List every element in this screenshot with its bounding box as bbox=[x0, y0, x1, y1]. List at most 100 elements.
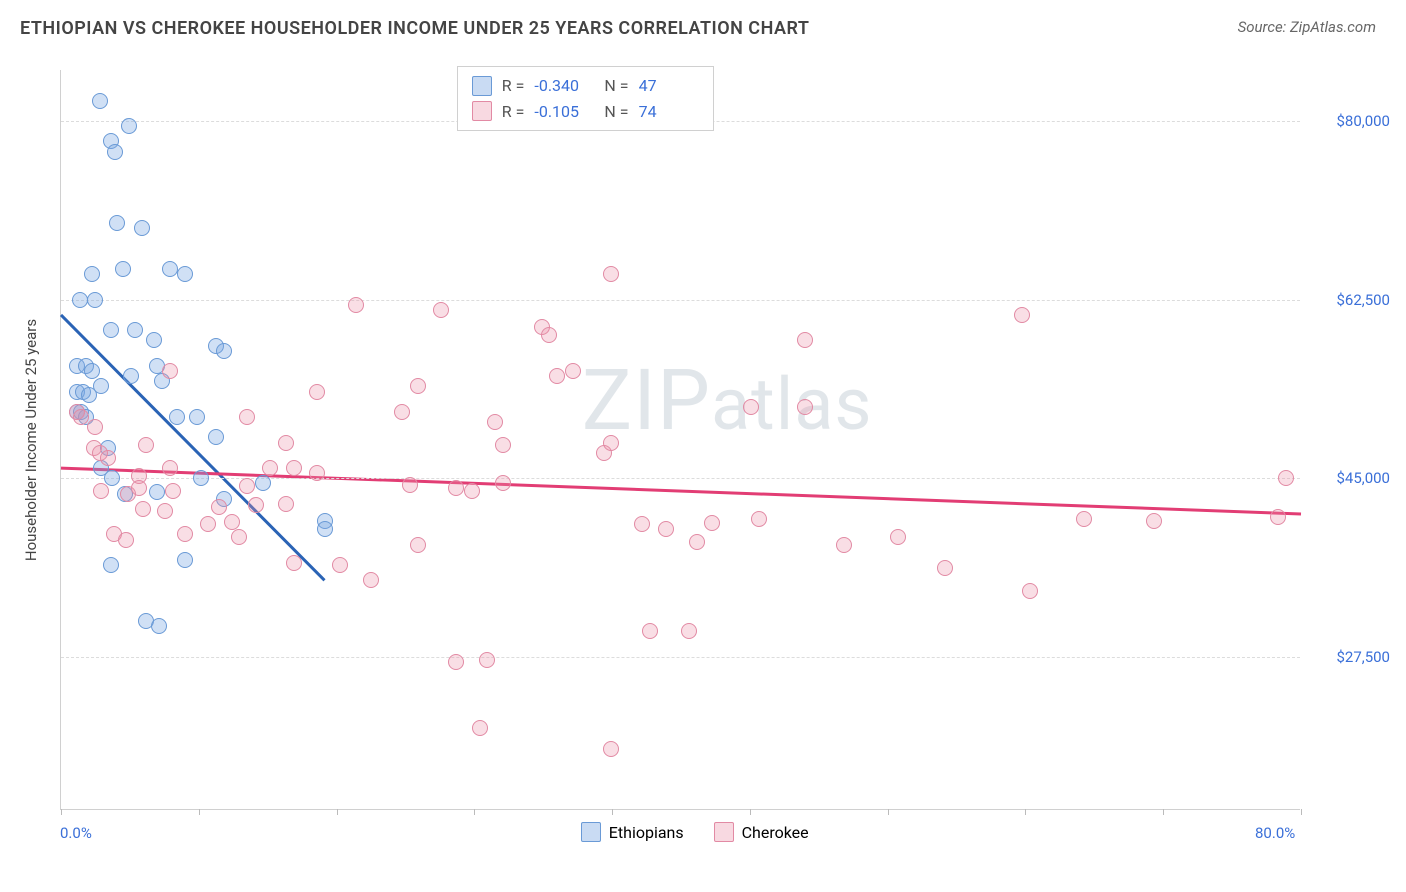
data-point bbox=[479, 652, 495, 668]
data-point bbox=[84, 363, 100, 379]
r-value: -0.340 bbox=[534, 73, 594, 99]
data-point bbox=[231, 529, 247, 545]
data-point bbox=[262, 460, 278, 476]
data-point bbox=[87, 292, 103, 308]
data-point bbox=[169, 409, 185, 425]
legend-item: Cherokee bbox=[714, 822, 809, 842]
data-point bbox=[1146, 513, 1162, 529]
x-tick bbox=[337, 809, 338, 815]
data-point bbox=[472, 720, 488, 736]
data-point bbox=[211, 499, 227, 515]
data-point bbox=[177, 266, 193, 282]
watermark: ZIPatlas bbox=[582, 351, 873, 450]
data-point bbox=[118, 532, 134, 548]
x-axis-min: 0.0% bbox=[60, 824, 92, 842]
data-point bbox=[410, 537, 426, 553]
data-point bbox=[309, 465, 325, 481]
data-point bbox=[1278, 470, 1294, 486]
data-point bbox=[165, 483, 181, 499]
legend-correlation: R =-0.340N =47R =-0.105N =74 bbox=[457, 66, 714, 131]
data-point bbox=[100, 450, 116, 466]
data-point bbox=[92, 93, 108, 109]
data-point bbox=[131, 480, 147, 496]
legend-swatch bbox=[581, 822, 601, 842]
x-tick bbox=[1025, 809, 1026, 815]
legend-label: Ethiopians bbox=[609, 823, 684, 842]
data-point bbox=[1022, 583, 1038, 599]
data-point bbox=[1076, 511, 1092, 527]
data-point bbox=[200, 516, 216, 532]
data-point bbox=[317, 521, 333, 537]
data-point bbox=[103, 322, 119, 338]
data-point bbox=[134, 220, 150, 236]
trend-lines bbox=[61, 70, 1301, 810]
data-point bbox=[157, 503, 173, 519]
data-point bbox=[248, 497, 264, 513]
data-point bbox=[162, 363, 178, 379]
data-point bbox=[177, 526, 193, 542]
y-tick-label: $45,000 bbox=[1310, 469, 1390, 487]
data-point bbox=[642, 623, 658, 639]
data-point bbox=[239, 478, 255, 494]
data-point bbox=[189, 409, 205, 425]
legend-swatch bbox=[472, 101, 492, 121]
data-point bbox=[93, 378, 109, 394]
x-tick bbox=[199, 809, 200, 815]
legend-swatch bbox=[472, 76, 492, 96]
data-point bbox=[704, 515, 720, 531]
data-point bbox=[216, 343, 232, 359]
data-point bbox=[797, 399, 813, 415]
data-point bbox=[127, 322, 143, 338]
data-point bbox=[658, 521, 674, 537]
chart-area: Householder Income Under 25 years ZIPatl… bbox=[50, 60, 1390, 820]
data-point bbox=[495, 475, 511, 491]
data-point bbox=[121, 118, 137, 134]
data-point bbox=[565, 363, 581, 379]
data-point bbox=[743, 399, 759, 415]
data-point bbox=[177, 552, 193, 568]
data-point bbox=[73, 409, 89, 425]
data-point bbox=[135, 501, 151, 517]
y-tick-label: $27,500 bbox=[1310, 648, 1390, 666]
data-point bbox=[797, 332, 813, 348]
legend-series: Ethiopians Cherokee bbox=[581, 822, 809, 842]
data-point bbox=[255, 475, 271, 491]
data-point bbox=[541, 327, 557, 343]
n-label: N = bbox=[604, 73, 628, 99]
data-point bbox=[549, 368, 565, 384]
data-point bbox=[162, 460, 178, 476]
data-point bbox=[402, 477, 418, 493]
data-point bbox=[332, 557, 348, 573]
data-point bbox=[87, 419, 103, 435]
x-tick bbox=[1163, 809, 1164, 815]
data-point bbox=[103, 557, 119, 573]
legend-swatch bbox=[714, 822, 734, 842]
data-point bbox=[146, 332, 162, 348]
data-point bbox=[836, 537, 852, 553]
r-label: R = bbox=[502, 99, 525, 125]
data-point bbox=[84, 266, 100, 282]
data-point bbox=[634, 516, 650, 532]
y-tick-label: $80,000 bbox=[1310, 112, 1390, 130]
x-tick bbox=[888, 809, 889, 815]
data-point bbox=[681, 623, 697, 639]
data-point bbox=[937, 560, 953, 576]
n-label: N = bbox=[604, 99, 628, 125]
data-point bbox=[309, 384, 325, 400]
gridline bbox=[61, 300, 1300, 301]
data-point bbox=[286, 555, 302, 571]
y-axis-label: Householder Income Under 25 years bbox=[22, 318, 40, 560]
n-value: 74 bbox=[639, 99, 699, 125]
x-tick bbox=[612, 809, 613, 815]
x-tick bbox=[750, 809, 751, 815]
data-point bbox=[448, 480, 464, 496]
data-point bbox=[107, 144, 123, 160]
data-point bbox=[603, 266, 619, 282]
plot-box: Householder Income Under 25 years ZIPatl… bbox=[60, 70, 1300, 810]
data-point bbox=[348, 297, 364, 313]
data-point bbox=[603, 435, 619, 451]
data-point bbox=[151, 618, 167, 634]
data-point bbox=[138, 437, 154, 453]
x-tick bbox=[1301, 809, 1302, 815]
data-point bbox=[224, 514, 240, 530]
